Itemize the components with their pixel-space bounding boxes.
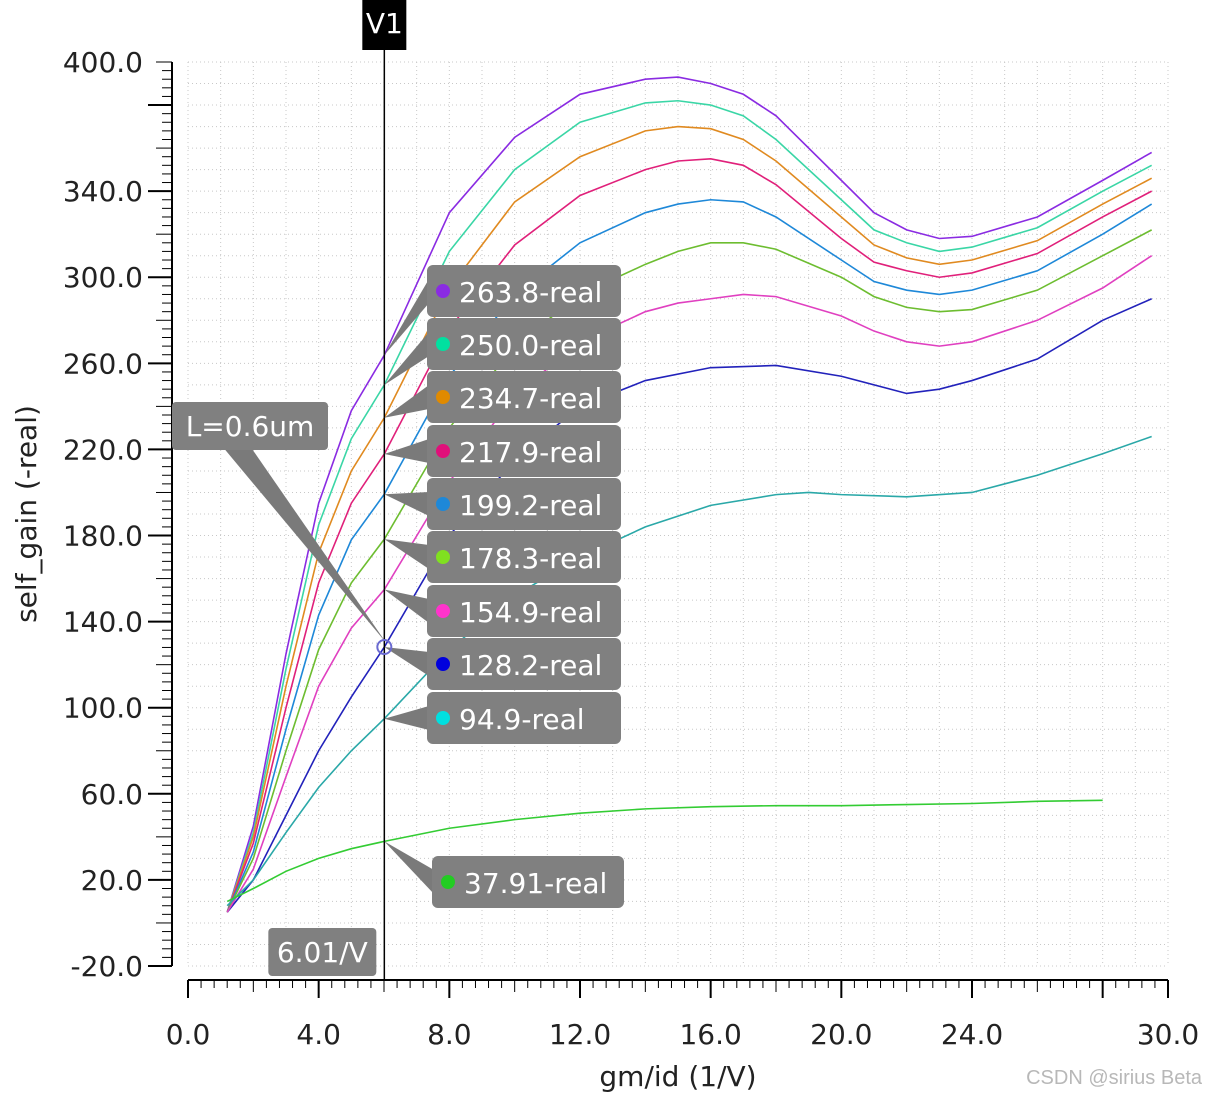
series-line (226, 158, 1153, 913)
marker-pointer (384, 492, 429, 516)
series-line (226, 99, 1153, 913)
series-line (226, 125, 1153, 913)
y-tick-label: 180.0 (63, 520, 143, 553)
y-axis-title: self_gain (-real) (10, 405, 43, 623)
y-tick-label: 400.0 (63, 46, 143, 79)
annotation-pointer (222, 446, 387, 644)
series-line (226, 799, 1103, 903)
watermark: CSDN @sirius Beta (1026, 1067, 1202, 1089)
series-line (226, 229, 1153, 913)
x-tick-label: 24.0 (941, 1018, 1003, 1051)
marker-box (427, 265, 621, 317)
marker-box (427, 318, 621, 370)
x-tick-label: 30.0 (1137, 1018, 1199, 1051)
cursor-header (362, 0, 407, 50)
marker-dot (436, 497, 450, 511)
marker-label: 263.8-real (459, 276, 602, 309)
marker-dot (436, 284, 450, 298)
x-tick-label: 20.0 (810, 1018, 872, 1051)
marker-pointer (384, 841, 434, 894)
y-tick-label: 220.0 (63, 433, 143, 466)
x-tick-label: 12.0 (549, 1018, 611, 1051)
cursor-label: V1 (366, 7, 403, 40)
marker-label: 154.9-real (459, 596, 602, 629)
x-tick-label: 8.0 (427, 1018, 472, 1051)
annotation-box (172, 402, 328, 450)
series-line (226, 435, 1152, 907)
marker-label: 128.2-real (459, 649, 602, 682)
marker-pointer (384, 385, 429, 418)
marker-box (427, 531, 621, 583)
marker-box (432, 856, 624, 908)
cursor-readout: 6.01/V (277, 936, 368, 969)
marker-pointer (384, 539, 429, 569)
x-tick-label: 0.0 (166, 1018, 211, 1051)
marker-box (427, 425, 621, 477)
marker-label: 94.9-real (459, 703, 585, 736)
marker-box (427, 692, 621, 744)
marker-dot (436, 444, 450, 458)
x-tick-label: 16.0 (679, 1018, 741, 1051)
marker-label: 199.2-real (459, 489, 602, 522)
marker-label: 250.0-real (459, 329, 602, 362)
y-tick-label: -20.0 (71, 950, 143, 983)
marker-label: 234.7-real (459, 382, 602, 415)
marker-pointer (384, 439, 429, 463)
marker-pointer (384, 647, 429, 676)
y-tick-label: 260.0 (63, 347, 143, 380)
marker-dot (436, 657, 450, 671)
marker-pointer (384, 332, 429, 385)
marker-box (427, 638, 621, 690)
annotation-target-marker (376, 639, 393, 656)
marker-label: 178.3-real (459, 542, 602, 575)
marker-pointer (384, 279, 429, 356)
marker-dot (436, 390, 450, 404)
marker-labels: 263.8-real 250.0-real 234.7-real 217.9-real… (384, 265, 624, 908)
marker-dot (436, 604, 450, 618)
marker-box (427, 478, 621, 530)
y-tick-label: 100.0 (63, 692, 143, 725)
marker-pointer (384, 706, 429, 730)
x-tick-label: 4.0 (296, 1018, 341, 1051)
series-line (226, 298, 1152, 913)
series-line (226, 76, 1153, 913)
marker-dot (436, 337, 450, 351)
series-line (226, 198, 1153, 913)
series-line (226, 255, 1153, 913)
marker-dot (436, 711, 450, 725)
y-tick-label: 140.0 (63, 606, 143, 639)
marker-label: 37.91-real (464, 867, 607, 900)
marker-pointer (384, 589, 429, 623)
marker-dot (441, 875, 455, 889)
marker-dot (436, 550, 450, 564)
y-tick-label: 60.0 (81, 778, 143, 811)
grid-lines (187, 61, 1169, 967)
series-lines (226, 76, 1153, 913)
annotation-label: L=0.6um (186, 410, 315, 443)
marker-label: 217.9-real (459, 436, 602, 469)
marker-box (427, 371, 621, 423)
x-axis-title: gm/id (1/V) (599, 1060, 756, 1093)
cursor-readout-box (268, 928, 377, 976)
y-tick-label: 300.0 (63, 261, 143, 294)
marker-box (427, 585, 621, 637)
y-tick-label: 20.0 (81, 864, 143, 897)
y-tick-label: 340.0 (63, 175, 143, 208)
